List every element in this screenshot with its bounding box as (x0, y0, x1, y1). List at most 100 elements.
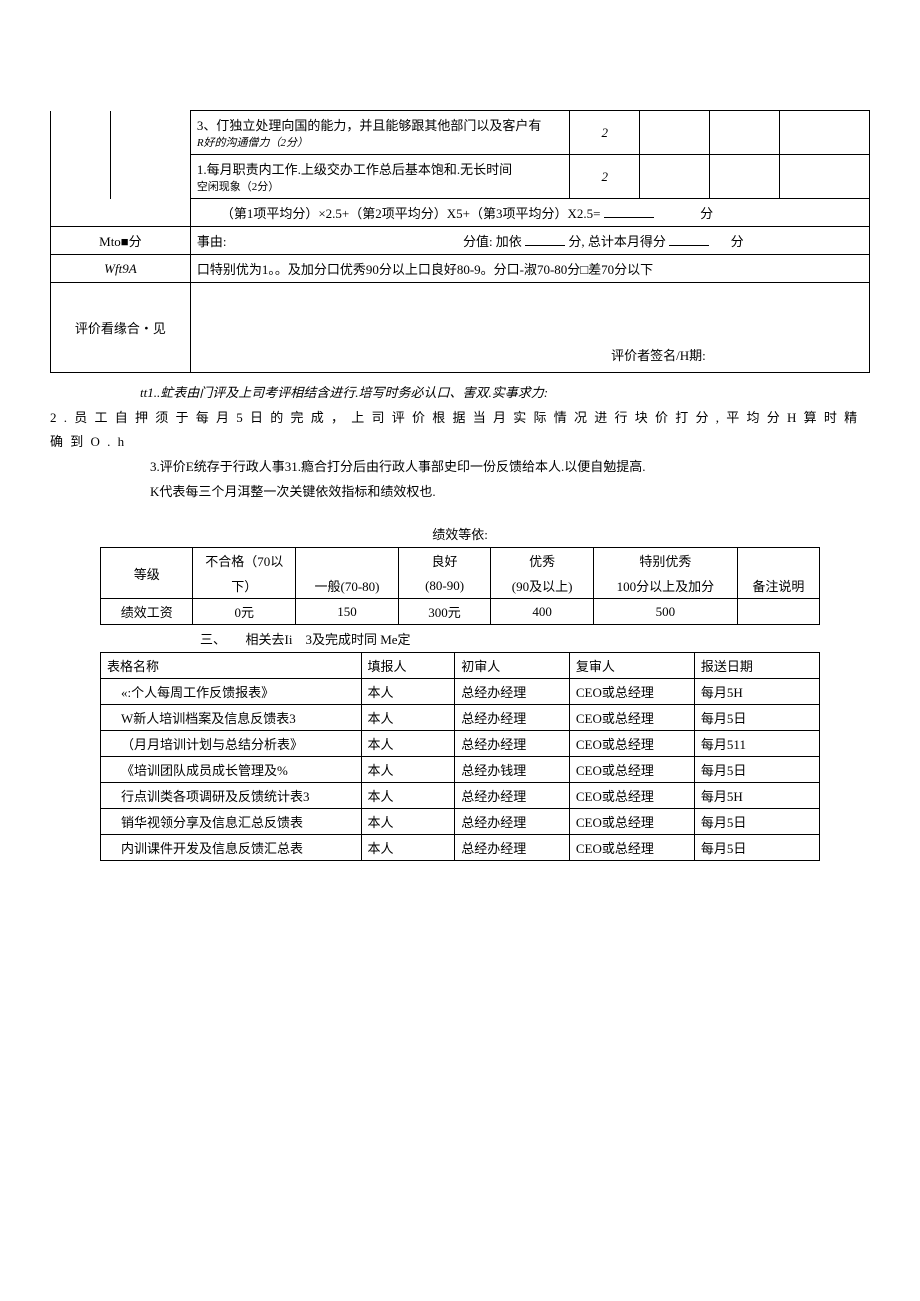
forms-c-filler: 本人 (361, 783, 455, 809)
forms-c-review: CEO或总经理 (569, 731, 694, 757)
forms-c-review: CEO或总经理 (569, 757, 694, 783)
grade-d-good: 300元 (398, 599, 490, 625)
forms-h-filler: 填报人 (361, 653, 455, 679)
formula-row: （第1项平均分）×2.5+（第2项平均分）X5+（第3项平均分）X2.5= 分 (51, 199, 870, 227)
forms-c-filler: 本人 (361, 809, 455, 835)
forms-c-date: 每月5日 (694, 705, 819, 731)
grade-h-level: 等级 (101, 548, 193, 599)
grade-h-normal (296, 548, 399, 574)
wft-text: 口特别优为1。。及加分口优秀90分以上口良好80-9。分口-淑70-80分□差7… (190, 255, 869, 283)
forms-c-name: 内训课件开发及信息反馈汇总表 (101, 835, 362, 861)
grade-header-row1: 等级 不合格（70以 良好 优秀 特别优秀 (101, 548, 820, 574)
forms-h-review: 复审人 (569, 653, 694, 679)
grade-h-remark (737, 548, 819, 574)
forms-c-name: 行点训类各项调研及反馈统计表3 (101, 783, 362, 809)
grade-h2-good: (80-90) (398, 573, 490, 599)
formula-suffix: 分 (700, 206, 713, 221)
criteria-desc: 1.每月职责内工作.上级交办工作总后基本饱和.无长时间 空闲现象（2分） (190, 155, 570, 199)
criteria-desc: 3、仃独立处理向国的能力，并且能够跟其他部门以及客户有 R好的沟通僧力（2分） (190, 111, 570, 155)
forms-h-first: 初审人 (455, 653, 570, 679)
blank-cell (51, 111, 111, 199)
forms-c-first: 总经办经理 (455, 679, 570, 705)
sub-caption: 三、 相关去Ii 3及完成时同 Me定 (100, 629, 820, 648)
forms-c-first: 总经办钱理 (455, 757, 570, 783)
grade-h2-excellent: (90及以上) (491, 573, 594, 599)
grade-header-row2: 下） 一般(70-80) (80-90) (90及以上) 100分以上及加分 备… (101, 573, 820, 599)
reason-label: 事由: (197, 234, 227, 249)
forms-c-name: «:个人每周工作反馈报表》 (101, 679, 362, 705)
grade-h2-special: 100分以上及加分 (593, 573, 737, 599)
forms-c-date: 每月5日 (694, 809, 819, 835)
grade-data-row: 绩效工资 0元 150 300元 400 500 (101, 599, 820, 625)
signature-label: 评价者签名/H期: (611, 348, 706, 363)
grade-d-label: 绩效工资 (101, 599, 193, 625)
forms-c-name: （月月培训计划与总结分析表》 (101, 731, 362, 757)
blank-line (604, 204, 654, 218)
grade-d-special: 500 (593, 599, 737, 625)
mto-row: Mto■分 事由: 分值: 加依 分, 总计本月得分 分 (51, 227, 870, 255)
forms-c-date: 每月5H (694, 679, 819, 705)
blank-line (669, 232, 709, 246)
value-end: 分 (731, 234, 744, 249)
forms-row-4: 行点训类各项调研及反馈统计表3 本人 总经办经理 CEO或总经理 每月5H (101, 783, 820, 809)
forms-c-first: 总经办经理 (455, 705, 570, 731)
forms-c-review: CEO或总经理 (569, 679, 694, 705)
wft-row: Wft9A 口特别优为1。。及加分口优秀90分以上口良好80-9。分口-淑70-… (51, 255, 870, 283)
forms-row-6: 内训课件开发及信息反馈汇总表 本人 总经办经理 CEO或总经理 每月5日 (101, 835, 820, 861)
desc-sub: R好的沟通僧力（2分） (197, 137, 308, 149)
grade-h-excellent: 优秀 (491, 548, 594, 574)
forms-c-review: CEO或总经理 (569, 705, 694, 731)
blank-cell (780, 155, 870, 199)
forms-c-filler: 本人 (361, 679, 455, 705)
opinion-label: 评价看缘合・见 (51, 283, 191, 373)
grade-title: 绩效等依: (50, 524, 870, 543)
grade-d-fail: 0元 (193, 599, 296, 625)
forms-c-review: CEO或总经理 (569, 783, 694, 809)
forms-c-date: 每月511 (694, 731, 819, 757)
forms-c-first: 总经办经理 (455, 783, 570, 809)
formula-cell: （第1项平均分）×2.5+（第2项平均分）X5+（第3项平均分）X2.5= 分 (190, 199, 869, 227)
value-mid: 分, 总计本月得分 (568, 234, 666, 249)
forms-c-review: CEO或总经理 (569, 809, 694, 835)
forms-c-name: 《培训团队成员成长管理及% (101, 757, 362, 783)
forms-c-name: 销华视领分享及信息汇总反馈表 (101, 809, 362, 835)
forms-c-date: 每月5日 (694, 835, 819, 861)
forms-h-date: 报送日期 (694, 653, 819, 679)
forms-row-2: （月月培训计划与总结分析表》 本人 总经办经理 CEO或总经理 每月511 (101, 731, 820, 757)
forms-row-0: «:个人每周工作反馈报表》 本人 总经办经理 CEO或总经理 每月5H (101, 679, 820, 705)
desc-sub: 空闲现象（2分） (197, 181, 280, 193)
grade-h2-remark: 备注说明 (737, 573, 819, 599)
grade-d-excellent: 400 (491, 599, 594, 625)
grade-table: 等级 不合格（70以 良好 优秀 特别优秀 下） 一般(70-80) (80-9… (100, 547, 820, 625)
forms-c-filler: 本人 (361, 757, 455, 783)
blank-cell (110, 111, 190, 199)
value-prefix: 分值: 加依 (463, 234, 522, 249)
formula-prefix: （第1项平均分）×2.5+（第2项平均分）X5+（第3项平均分）X2.5= (221, 206, 604, 221)
mto-label: Mto■分 (51, 227, 191, 255)
note-line-3: 3.评价E统存于行政人事31.瘾合打分后由行政人事部史印一份反馈给本人.以便自勉… (50, 455, 870, 480)
forms-c-first: 总经办经理 (455, 809, 570, 835)
forms-header-row: 表格名称 填报人 初审人 复审人 报送日期 (101, 653, 820, 679)
evaluation-table: 3、仃独立处理向国的能力，并且能够跟其他部门以及客户有 R好的沟通僧力（2分） … (50, 110, 870, 373)
forms-c-filler: 本人 (361, 705, 455, 731)
blank-cell (640, 155, 710, 199)
grade-h-fail: 不合格（70以 (193, 548, 296, 574)
grade-h-good: 良好 (398, 548, 490, 574)
score-cell: 2 (570, 111, 640, 155)
grade-h2-normal: 一般(70-80) (296, 573, 399, 599)
grade-d-remark (737, 599, 819, 625)
grade-h2-fail: 下） (193, 573, 296, 599)
forms-row-3: 《培训团队成员成长管理及% 本人 总经办钱理 CEO或总经理 每月5日 (101, 757, 820, 783)
desc-text: 1.每月职责内工作.上级交办工作总后基本饱和.无长时间 (197, 162, 512, 177)
forms-c-filler: 本人 (361, 731, 455, 757)
forms-c-filler: 本人 (361, 835, 455, 861)
criteria-row-1: 3、仃独立处理向国的能力，并且能够跟其他部门以及客户有 R好的沟通僧力（2分） … (51, 111, 870, 155)
note-line-4: K代表每三个月洱整一次关键依效指标和绩效权也. (50, 480, 870, 505)
forms-c-date: 每月5H (694, 783, 819, 809)
forms-table: 表格名称 填报人 初审人 复审人 报送日期 «:个人每周工作反馈报表》 本人 总… (100, 652, 820, 861)
forms-c-name: W新人培训档案及信息反馈表3 (101, 705, 362, 731)
forms-h-name: 表格名称 (101, 653, 362, 679)
opinion-row: 评价看缘合・见 评价者签名/H期: (51, 283, 870, 373)
forms-row-5: 销华视领分享及信息汇总反馈表 本人 总经办经理 CEO或总经理 每月5日 (101, 809, 820, 835)
blank-line (525, 232, 565, 246)
